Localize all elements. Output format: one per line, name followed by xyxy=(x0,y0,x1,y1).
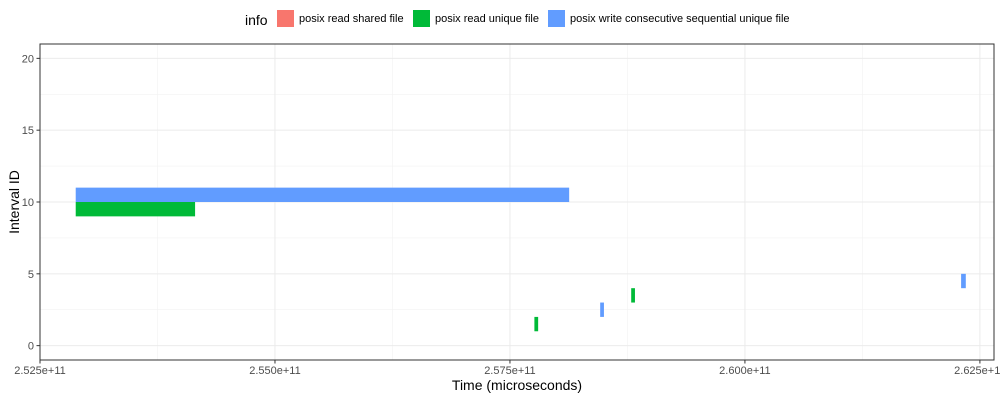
interval-bars xyxy=(75,187,966,332)
y-axis-title: Interval ID xyxy=(6,170,22,234)
legend-label: posix write consecutive sequential uniqu… xyxy=(570,13,790,25)
x-axis-title: Time (microseconds) xyxy=(452,377,582,393)
y-tick-label: 5 xyxy=(28,269,34,281)
y-tick-label: 20 xyxy=(22,53,34,65)
interval-bar xyxy=(600,302,604,317)
x-tick-label: 2.625e+11 xyxy=(954,365,1000,377)
legend-swatch xyxy=(413,10,430,27)
x-tick-label: 2.600e+11 xyxy=(719,365,771,377)
x-tick-label: 2.525e+11 xyxy=(14,365,66,377)
legend-item: posix read unique file xyxy=(413,10,539,27)
y-tick-label: 0 xyxy=(28,341,34,353)
y-axis-ticks: 0 5 10 15 20 xyxy=(22,53,40,353)
y-tick-label: 15 xyxy=(22,125,34,137)
interval-bar xyxy=(75,202,196,217)
legend-label: posix read shared file xyxy=(299,13,404,25)
x-tick-label: 2.550e+11 xyxy=(249,365,301,377)
y-tick-label: 10 xyxy=(22,197,34,209)
legend-item: posix read shared file xyxy=(277,10,404,27)
legend-swatch xyxy=(548,10,565,27)
legend-title: info xyxy=(245,12,268,28)
x-tick-label: 2.575e+11 xyxy=(484,365,536,377)
legend-item: posix write consecutive sequential uniqu… xyxy=(548,10,790,27)
interval-bar xyxy=(631,288,635,303)
interval-bar xyxy=(534,316,539,332)
interval-bar xyxy=(75,187,570,202)
legend-swatch xyxy=(277,10,294,27)
legend: info posix read shared file posix read un… xyxy=(245,10,790,28)
legend-label: posix read unique file xyxy=(435,13,539,25)
interval-bar xyxy=(961,273,966,289)
x-axis-ticks: 2.525e+11 2.550e+11 2.575e+11 2.600e+11 2.62… xyxy=(14,360,1000,377)
